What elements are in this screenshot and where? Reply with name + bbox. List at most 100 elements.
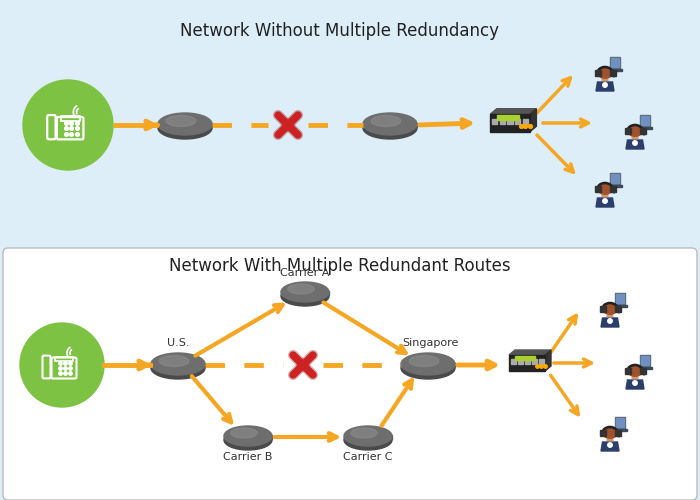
Ellipse shape xyxy=(629,128,641,136)
Polygon shape xyxy=(602,194,608,196)
Ellipse shape xyxy=(401,353,455,375)
Polygon shape xyxy=(531,359,536,364)
Polygon shape xyxy=(158,123,212,127)
Ellipse shape xyxy=(599,68,611,78)
Polygon shape xyxy=(538,359,543,364)
Polygon shape xyxy=(640,354,650,366)
Ellipse shape xyxy=(599,184,611,194)
Ellipse shape xyxy=(598,184,611,188)
Polygon shape xyxy=(641,116,648,125)
Polygon shape xyxy=(545,350,551,371)
Circle shape xyxy=(603,198,608,203)
Polygon shape xyxy=(616,294,624,303)
Ellipse shape xyxy=(344,430,392,450)
Polygon shape xyxy=(151,363,205,367)
FancyBboxPatch shape xyxy=(3,248,697,500)
Text: Network Without Multiple Redundancy: Network Without Multiple Redundancy xyxy=(181,22,500,40)
Ellipse shape xyxy=(604,304,616,314)
Ellipse shape xyxy=(151,357,205,379)
Polygon shape xyxy=(492,118,497,124)
Polygon shape xyxy=(344,435,392,439)
Ellipse shape xyxy=(629,366,641,370)
Ellipse shape xyxy=(224,426,272,446)
Ellipse shape xyxy=(603,430,617,438)
Polygon shape xyxy=(224,435,272,439)
Polygon shape xyxy=(607,438,613,440)
Polygon shape xyxy=(608,68,622,70)
Polygon shape xyxy=(530,108,536,132)
Polygon shape xyxy=(610,172,620,184)
Ellipse shape xyxy=(598,186,611,194)
Polygon shape xyxy=(515,356,535,360)
Polygon shape xyxy=(601,318,619,327)
Ellipse shape xyxy=(351,428,377,438)
Polygon shape xyxy=(401,363,455,367)
Polygon shape xyxy=(638,126,652,128)
Polygon shape xyxy=(596,198,614,207)
Text: Carrier A: Carrier A xyxy=(280,268,330,278)
Ellipse shape xyxy=(166,116,196,126)
Circle shape xyxy=(608,319,612,324)
Polygon shape xyxy=(613,304,626,306)
Polygon shape xyxy=(497,116,519,119)
Polygon shape xyxy=(500,118,505,124)
Circle shape xyxy=(633,141,637,145)
Ellipse shape xyxy=(363,113,417,135)
Polygon shape xyxy=(517,359,522,364)
Ellipse shape xyxy=(159,356,189,366)
Ellipse shape xyxy=(344,426,392,446)
Polygon shape xyxy=(638,366,652,369)
Ellipse shape xyxy=(281,282,329,302)
Circle shape xyxy=(633,381,637,385)
Ellipse shape xyxy=(598,68,611,72)
Polygon shape xyxy=(607,314,613,316)
Polygon shape xyxy=(615,292,625,304)
Polygon shape xyxy=(615,416,625,428)
Circle shape xyxy=(603,82,608,87)
Text: U.S.: U.S. xyxy=(167,338,189,348)
Polygon shape xyxy=(632,376,638,378)
Circle shape xyxy=(20,323,104,407)
Text: Carrier B: Carrier B xyxy=(223,452,273,462)
Polygon shape xyxy=(602,78,608,80)
Polygon shape xyxy=(509,350,551,355)
Ellipse shape xyxy=(604,428,616,438)
Ellipse shape xyxy=(409,356,439,366)
Polygon shape xyxy=(524,359,529,364)
Polygon shape xyxy=(363,123,417,127)
Ellipse shape xyxy=(629,369,641,376)
Ellipse shape xyxy=(598,70,611,78)
Polygon shape xyxy=(611,174,619,183)
Polygon shape xyxy=(510,359,515,364)
Polygon shape xyxy=(611,58,619,67)
Polygon shape xyxy=(613,428,626,430)
Polygon shape xyxy=(632,136,638,138)
Ellipse shape xyxy=(363,117,417,139)
Ellipse shape xyxy=(603,428,617,432)
Ellipse shape xyxy=(629,126,641,130)
Polygon shape xyxy=(641,356,648,365)
Ellipse shape xyxy=(288,284,314,294)
Ellipse shape xyxy=(629,366,641,376)
Text: Singapore: Singapore xyxy=(402,338,458,348)
Polygon shape xyxy=(640,114,650,126)
Text: Carrier C: Carrier C xyxy=(343,452,393,462)
Ellipse shape xyxy=(603,306,617,314)
Ellipse shape xyxy=(371,116,401,126)
Polygon shape xyxy=(626,140,644,149)
Ellipse shape xyxy=(231,428,257,438)
Polygon shape xyxy=(281,291,329,295)
Polygon shape xyxy=(610,56,620,68)
Polygon shape xyxy=(601,442,619,451)
Polygon shape xyxy=(490,108,536,114)
Polygon shape xyxy=(515,118,521,124)
Ellipse shape xyxy=(158,117,212,139)
Polygon shape xyxy=(509,355,545,371)
Polygon shape xyxy=(608,184,622,186)
Polygon shape xyxy=(508,118,512,124)
Ellipse shape xyxy=(281,286,329,306)
Text: Network With Multiple Redundant Routes: Network With Multiple Redundant Routes xyxy=(169,257,511,275)
Polygon shape xyxy=(490,114,530,132)
Polygon shape xyxy=(616,418,624,427)
Ellipse shape xyxy=(401,357,455,379)
